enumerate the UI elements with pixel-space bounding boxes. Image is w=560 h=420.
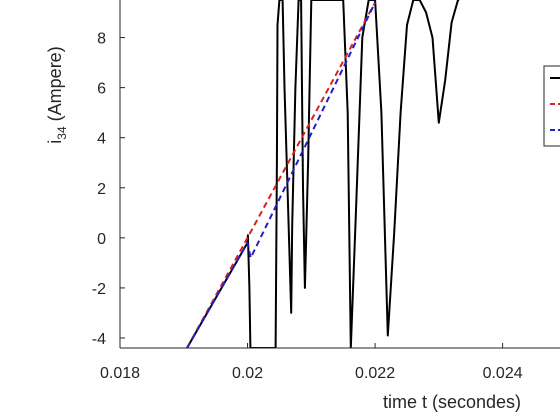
y-axis-title-main: i — [45, 140, 65, 144]
y-tick-label: 8 — [97, 31, 106, 48]
y-tick-label: -2 — [92, 281, 106, 298]
series-lines — [186, 0, 460, 348]
series-3-line — [186, 2, 376, 348]
series-1-line — [186, 0, 460, 348]
y-axis-title-rest: (Ampere) — [45, 46, 65, 126]
y-axis-ticks: -4 -2 0 2 4 6 8 — [92, 31, 125, 348]
x-axis-title: time t (secondes) — [383, 392, 521, 412]
legend-box — [543, 65, 560, 147]
legend — [543, 65, 560, 147]
x-axis-ticks: 0.018 0.02 0.022 0.024 — [100, 343, 523, 382]
y-tick-label: 6 — [97, 81, 106, 98]
y-tick-label: 2 — [97, 181, 106, 198]
y-axis-title: i34 (Ampere) — [45, 46, 69, 143]
y-tick-label: 4 — [97, 131, 106, 148]
x-tick-label: 0.022 — [355, 365, 395, 382]
x-tick-label: 0.018 — [100, 365, 140, 382]
y-tick-label: 0 — [97, 231, 106, 248]
series-2-line — [186, 2, 376, 348]
x-tick-label: 0.024 — [483, 365, 523, 382]
y-axis-title-sub: 34 — [55, 126, 69, 140]
x-tick-label: 0.02 — [232, 365, 263, 382]
y-tick-label: -4 — [92, 331, 106, 348]
